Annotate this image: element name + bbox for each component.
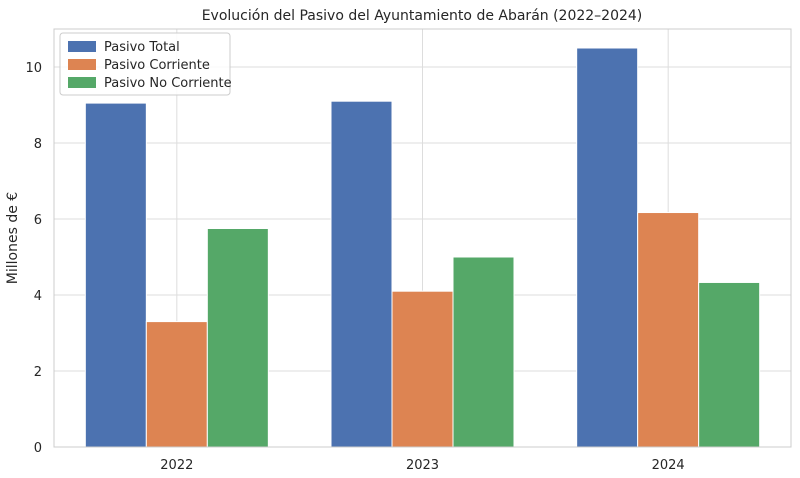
y-tick-label: 10 <box>25 61 42 76</box>
tick-labels: 0 2 4 6 8 10 2022 2023 2024 <box>25 61 684 473</box>
bar-pasivo-corriente-2023 <box>391 290 454 448</box>
y-tick-label: 4 <box>34 289 42 304</box>
bar-pasivo-corriente-2022 <box>145 321 208 448</box>
bar-pasivo-no-corriente-2022 <box>206 228 269 448</box>
bar-pasivo-total-2023 <box>330 100 393 448</box>
x-tick-label: 2022 <box>160 458 193 473</box>
bar-pasivo-corriente-2024 <box>637 212 700 448</box>
x-tick-label: 2023 <box>406 458 439 473</box>
y-tick-label: 6 <box>34 213 42 228</box>
legend-box <box>59 32 231 96</box>
bar-pasivo-no-corriente-2023 <box>452 256 515 448</box>
legend: Pasivo Total Pasivo Corriente Pasivo No Co… <box>59 32 232 96</box>
legend-label: Pasivo No Corriente <box>104 76 232 91</box>
legend-swatch <box>68 59 96 70</box>
y-tick-label: 2 <box>34 365 42 380</box>
legend-swatch <box>68 41 96 52</box>
plot-frame <box>53 28 792 448</box>
bar-pasivo-total-2024 <box>576 47 639 448</box>
y-tick-label: 8 <box>34 137 42 152</box>
y-tick-label: 0 <box>34 441 42 456</box>
legend-swatch <box>68 77 96 88</box>
y-axis-title: Millones de € <box>5 192 21 284</box>
x-tick-label: 2024 <box>652 458 685 473</box>
legend-label: Pasivo Total <box>104 40 180 55</box>
legend-label: Pasivo Corriente <box>104 58 210 73</box>
chart-title: Evolución del Pasivo del Ayuntamiento de… <box>202 8 643 24</box>
bars <box>84 47 761 448</box>
bar-pasivo-total-2022 <box>84 102 147 448</box>
bar-pasivo-no-corriente-2024 <box>698 281 761 448</box>
